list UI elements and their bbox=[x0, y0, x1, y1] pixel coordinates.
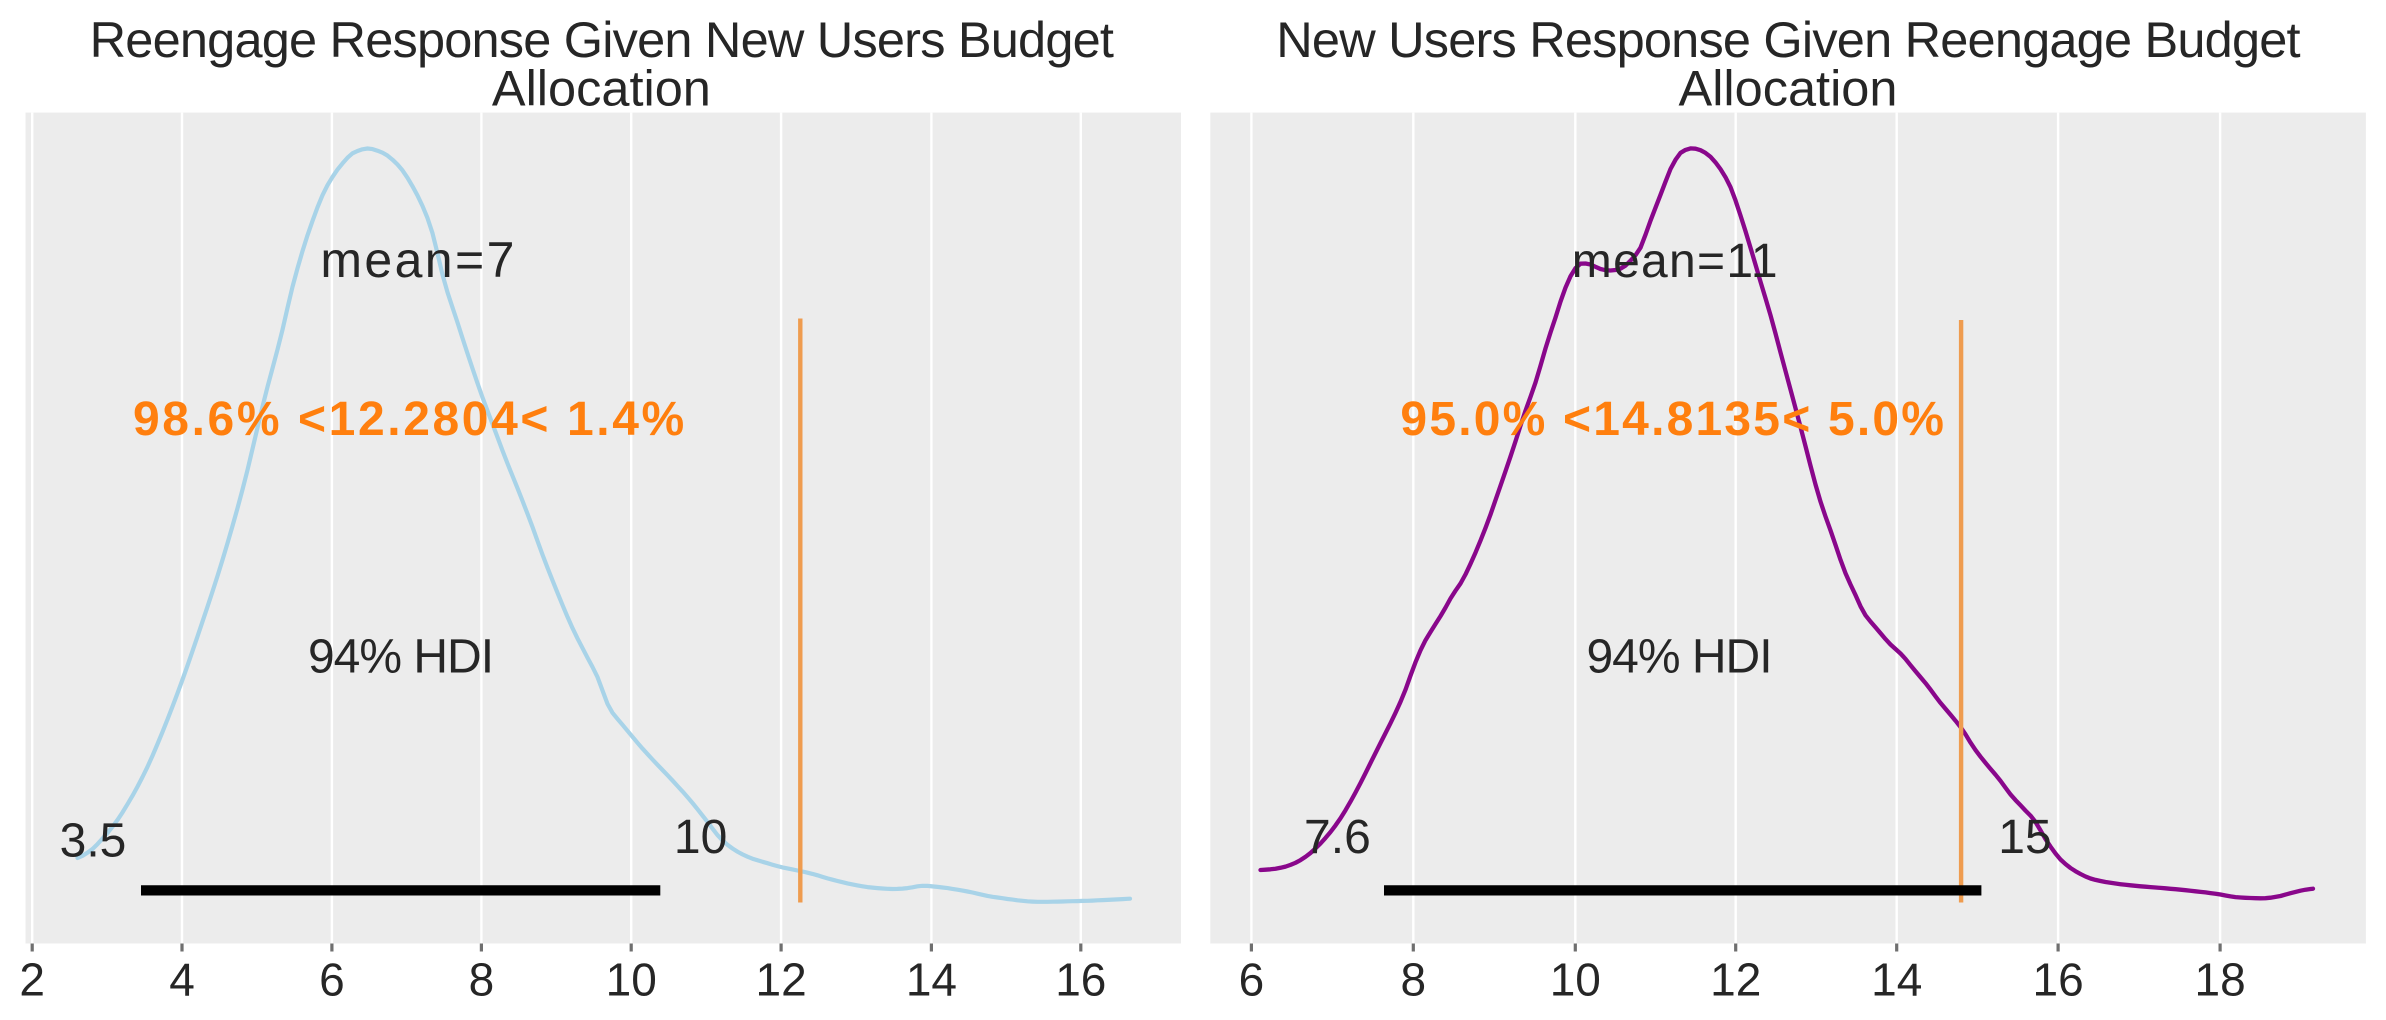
svg-text:16: 16 bbox=[1055, 954, 1106, 1006]
svg-text:18: 18 bbox=[2195, 954, 2246, 1006]
svg-text:10: 10 bbox=[1550, 954, 1601, 1006]
svg-text:6: 6 bbox=[1239, 954, 1265, 1006]
svg-text:8: 8 bbox=[1401, 954, 1427, 1006]
svg-text:10: 10 bbox=[674, 811, 727, 864]
svg-text:14: 14 bbox=[906, 954, 957, 1006]
svg-text:16: 16 bbox=[2033, 954, 2084, 1006]
svg-text:94% HDI: 94% HDI bbox=[308, 631, 493, 684]
svg-text:7.6: 7.6 bbox=[1304, 811, 1371, 864]
svg-text:15: 15 bbox=[1998, 811, 2051, 864]
svg-text:Allocation: Allocation bbox=[1679, 60, 1898, 117]
svg-text:3.5: 3.5 bbox=[60, 815, 127, 868]
svg-text:12: 12 bbox=[1710, 954, 1761, 1006]
svg-text:12: 12 bbox=[756, 954, 807, 1006]
svg-text:mean=7: mean=7 bbox=[320, 232, 516, 288]
svg-text:8: 8 bbox=[469, 954, 495, 1006]
svg-text:98.6% <12.2804< 1.4%: 98.6% <12.2804< 1.4% bbox=[133, 393, 687, 446]
svg-text:95.0% <14.8135< 5.0%: 95.0% <14.8135< 5.0% bbox=[1400, 393, 1946, 446]
svg-text:6: 6 bbox=[319, 954, 345, 1006]
svg-text:mean=11: mean=11 bbox=[1572, 235, 1779, 288]
svg-text:14: 14 bbox=[1871, 954, 1922, 1006]
svg-text:New Users Response Given Reeng: New Users Response Given Reengage Budget bbox=[1276, 11, 2300, 68]
svg-text:Reengage Response Given New Us: Reengage Response Given New Users Budget bbox=[90, 11, 1114, 68]
svg-text:94% HDI: 94% HDI bbox=[1586, 631, 1771, 684]
svg-text:10: 10 bbox=[606, 954, 657, 1006]
svg-text:4: 4 bbox=[169, 954, 195, 1006]
svg-text:Allocation: Allocation bbox=[492, 60, 711, 117]
svg-text:2: 2 bbox=[19, 954, 45, 1006]
